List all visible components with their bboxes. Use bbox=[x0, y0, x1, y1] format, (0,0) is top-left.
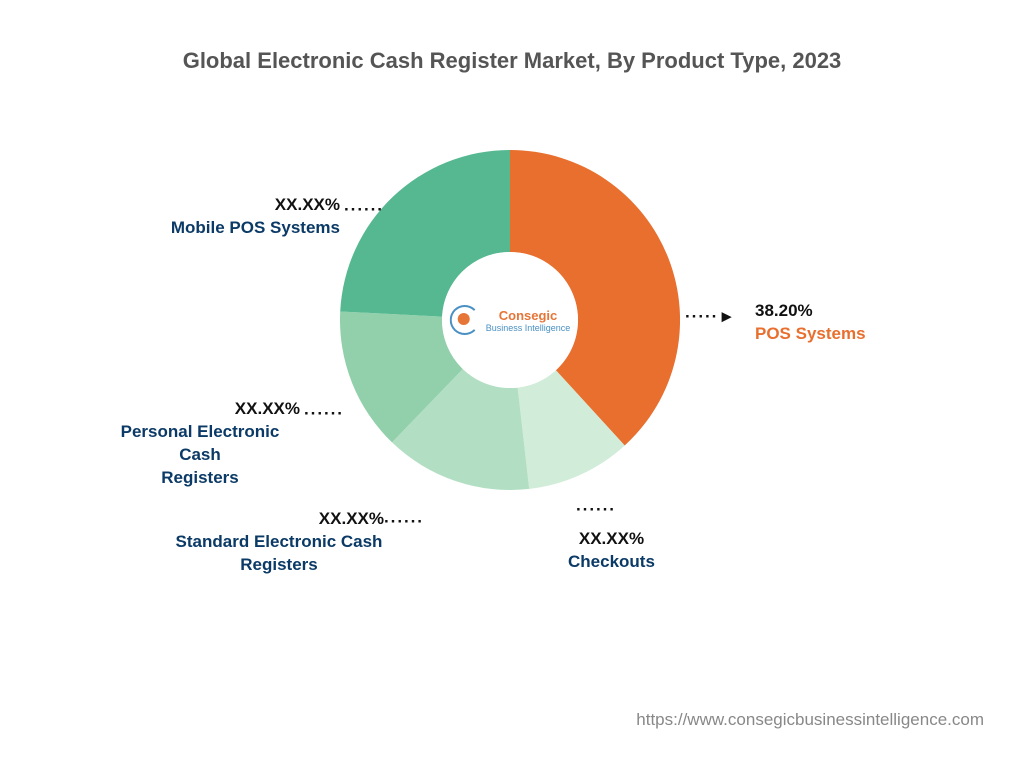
footer-url: https://www.consegicbusinessintelligence… bbox=[636, 710, 984, 730]
chart-title: Global Electronic Cash Register Market, … bbox=[0, 48, 1024, 74]
pct-mobile: XX.XX% bbox=[135, 194, 340, 217]
name-pos: POS Systems bbox=[755, 323, 866, 346]
leader-mobile: ······ bbox=[344, 200, 384, 220]
logo-text: Consegic Business Intelligence bbox=[486, 307, 571, 333]
logo-row: Consegic Business Intelligence bbox=[450, 305, 571, 335]
leader-personal: ······ bbox=[304, 404, 344, 424]
pct-pos: 38.20% bbox=[755, 300, 866, 323]
label-personal: XX.XX% Personal Electronic Cash Register… bbox=[100, 398, 300, 490]
label-checkouts: XX.XX% Checkouts bbox=[568, 528, 655, 574]
donut-chart: Consegic Business Intelligence bbox=[340, 150, 680, 490]
name-standard-2: Registers bbox=[174, 554, 384, 577]
pct-standard: XX.XX% bbox=[174, 508, 384, 531]
consegic-icon bbox=[450, 305, 480, 335]
center-brand-logo: Consegic Business Intelligence bbox=[450, 305, 571, 335]
name-personal-2: Registers bbox=[100, 467, 300, 490]
leader-checkouts: ······ bbox=[576, 500, 616, 520]
name-checkouts: Checkouts bbox=[568, 551, 655, 574]
brand-tagline: Business Intelligence bbox=[486, 323, 571, 333]
pct-personal: XX.XX% bbox=[100, 398, 300, 421]
label-mobile-pos: XX.XX% Mobile POS Systems bbox=[135, 194, 340, 240]
brand-name: Consegic bbox=[499, 308, 558, 323]
name-mobile: Mobile POS Systems bbox=[135, 217, 340, 240]
label-pos-systems: 38.20% POS Systems bbox=[755, 300, 866, 346]
pct-checkouts: XX.XX% bbox=[568, 528, 655, 551]
leader-standard: ······ bbox=[384, 512, 424, 532]
label-standard: XX.XX% Standard Electronic Cash Register… bbox=[174, 508, 384, 577]
name-standard-1: Standard Electronic Cash bbox=[174, 531, 384, 554]
name-personal-1: Personal Electronic Cash bbox=[100, 421, 300, 467]
leader-pos: ·····► bbox=[685, 307, 736, 327]
